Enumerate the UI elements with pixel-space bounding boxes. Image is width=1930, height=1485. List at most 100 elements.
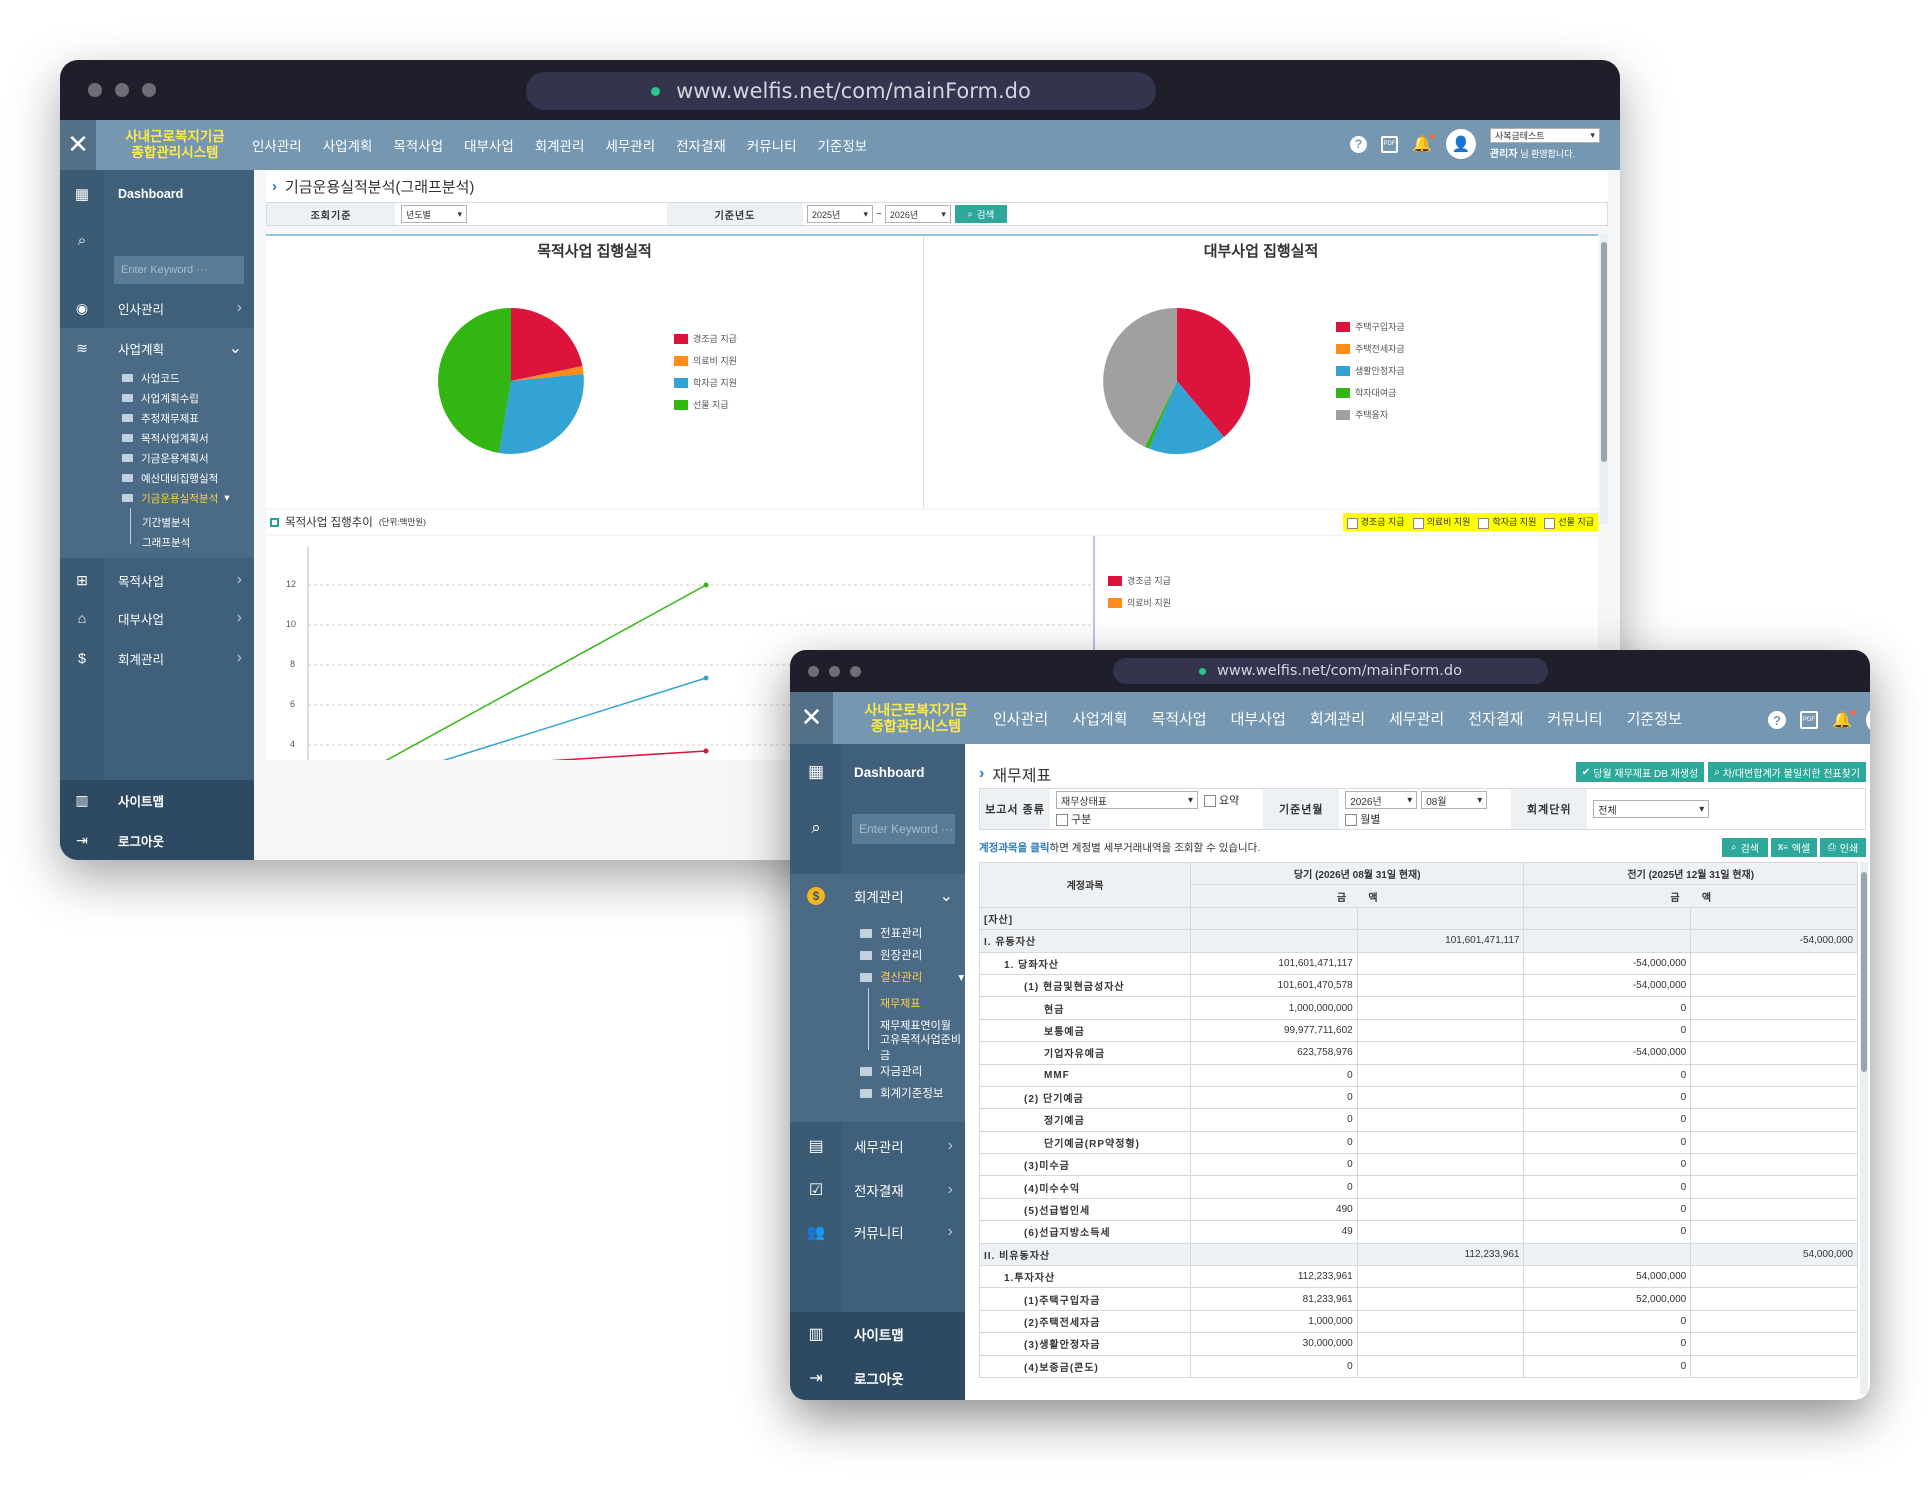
legend-item[interactable]: 의료비 지원 (674, 354, 737, 367)
table-row[interactable]: 보통예금 99,977,711,602 0 (979, 1018, 1858, 1043)
sidebar-sub-item[interactable]: 추정재무제표 (122, 408, 199, 428)
account-cell[interactable]: I. 유동자산 (979, 929, 1192, 953)
sidebar-sub-item[interactable]: 사업코드 (122, 368, 180, 388)
account-cell[interactable]: 1. 당좌자산 (979, 951, 1192, 975)
legend-item[interactable]: 경조금 지급 (674, 332, 737, 345)
table-row[interactable]: (3)생활안정자금 30,000,000 0 (979, 1332, 1858, 1356)
table-row[interactable]: (1) 현금및현금성자산 101,601,470,578 -54,000,000 (979, 973, 1858, 998)
account-cell[interactable]: MMF (979, 1063, 1192, 1087)
print-button[interactable]: ⎙ 인쇄 (1820, 838, 1866, 857)
menu-item[interactable]: 사업계획 (1072, 710, 1128, 728)
sidebar-sub-item-active[interactable]: 결산관리 ▾ (860, 966, 964, 988)
sidebar-item-approval[interactable]: ☑ 전자결재 › (790, 1168, 965, 1212)
table-row[interactable]: MMF 0 0 (979, 1063, 1858, 1087)
table-row[interactable]: (2) 단기예금 0 0 (979, 1085, 1858, 1110)
menu-item[interactable]: 기준정보 (1626, 710, 1682, 728)
table-row[interactable]: [자산] (979, 906, 1858, 931)
series-toggle[interactable]: 학자금 지원 (1478, 515, 1536, 529)
account-cell[interactable]: (1)주택구입자금 (979, 1287, 1192, 1311)
menu-item[interactable]: 커뮤니티 (1547, 710, 1603, 728)
table-row[interactable]: 기업자유예금 623,758,976 -54,000,000 (979, 1041, 1858, 1065)
sidebar-sub-item[interactable]: 자금관리 (860, 1060, 922, 1082)
sidebar-subsub-item[interactable]: 재무제표연이월 (880, 1014, 951, 1036)
find-mismatch-button[interactable]: ⌕ 차/대변합계가 불일치한 전표찾기 (1708, 762, 1866, 782)
table-row[interactable]: 정기예금 0 0 (979, 1108, 1858, 1132)
sitemap-link[interactable]: ▥ 사이트맵 (790, 1312, 965, 1356)
bell-icon[interactable]: 🔔 (1412, 134, 1435, 154)
to-year-select[interactable]: 2026년 ▾ (884, 205, 951, 223)
monthly-checkbox[interactable]: 월별 (1345, 811, 1487, 827)
help-icon[interactable]: ? (1350, 135, 1367, 153)
menu-item[interactable]: 대부사업 (1230, 710, 1286, 728)
avatar[interactable]: 👤 (1445, 129, 1476, 159)
regenerate-db-button[interactable]: ✔ 당월 재무제표 DB 재생성 (1575, 762, 1705, 782)
pdf-icon[interactable]: PDF (1800, 711, 1818, 729)
sitemap-link[interactable]: ▥ 사이트맵 (60, 780, 254, 820)
account-cell[interactable]: [자산] (979, 906, 1192, 931)
account-cell[interactable]: (5)선급법인세 (979, 1197, 1192, 1222)
year-select[interactable]: 2026년 ▾ (1345, 791, 1418, 809)
avatar[interactable]: 👤 (1865, 706, 1870, 734)
account-cell[interactable]: 단기예금(RP약정형) (979, 1130, 1192, 1155)
menu-item[interactable]: 목적사업 (393, 139, 444, 154)
menu-item[interactable]: 세무관리 (605, 139, 656, 154)
logout-link[interactable]: ⇥ 로그아웃 (60, 820, 254, 860)
table-row[interactable]: 현금 1,000,000,000 0 (979, 996, 1858, 1020)
legend-item[interactable]: 학자금 지원 (674, 376, 737, 389)
account-cell[interactable]: (3)생활안정자금 (979, 1332, 1192, 1356)
series-toggle[interactable]: 의료비 지원 (1412, 515, 1470, 529)
app-logo[interactable]: 사내근로복지기금 종합관리시스템 (851, 702, 981, 734)
account-cell[interactable]: 정기예금 (979, 1108, 1192, 1132)
menu-item[interactable]: 인사관리 (252, 139, 302, 154)
account-cell[interactable]: 기업자유예금 (979, 1041, 1192, 1065)
sidebar-item-hr[interactable]: ◉ 인사관리 › (60, 288, 254, 328)
menu-item[interactable]: 전자결재 (676, 139, 726, 154)
sidebar-search-input[interactable]: Enter Keyword ··· (852, 814, 955, 844)
sidebar-sub-item[interactable]: 목적사업계획서 (122, 428, 209, 448)
table-row[interactable]: (6)선급지방소득세 49 0 (979, 1220, 1858, 1244)
table-row[interactable]: (1)주택구입자금 81,233,961 52,000,000 (979, 1287, 1858, 1311)
account-cell[interactable]: (4)보증금(콘도) (979, 1354, 1192, 1378)
sidebar-dashboard[interactable]: ▦ Dashboard (60, 170, 254, 218)
sidebar-sub-item[interactable]: 기금운용계획서 (122, 448, 209, 468)
table-row[interactable]: (4)보증금(콘도) 0 0 (979, 1354, 1858, 1378)
account-cell[interactable]: (4)미수수익 (979, 1175, 1192, 1199)
menu-item[interactable]: 회계관리 (1309, 710, 1366, 728)
sidebar-sub-item[interactable]: 예산대비집행실적 (122, 468, 218, 488)
search-button[interactable]: ⌕ 검색 (1722, 838, 1768, 857)
window-controls[interactable] (808, 666, 861, 677)
sidebar-subsub-item-active[interactable]: 재무제표 (880, 992, 920, 1014)
month-select[interactable]: 08월 ▾ (1421, 791, 1488, 809)
sidebar-sub-item[interactable]: 회계기준정보 (860, 1082, 943, 1104)
sidebar-item-plan[interactable]: ≋ 사업계획 ⌄ (60, 328, 254, 368)
legend-item[interactable]: 의료비 지원 (1108, 596, 1171, 609)
close-menu-icon[interactable]: ✕ (60, 120, 96, 170)
scrollbar[interactable] (1600, 234, 1608, 524)
sidebar-sub-item[interactable]: 원장관리 (860, 944, 922, 966)
legend-item[interactable]: 주택융자 (1336, 408, 1405, 421)
summary-checkbox[interactable]: 요약 (1204, 792, 1239, 808)
table-row[interactable]: (2)주택전세자금 1,000,000 0 (979, 1309, 1858, 1334)
legend-item[interactable]: 생활안정자금 (1336, 364, 1405, 377)
menu-item[interactable]: 대부사업 (464, 139, 514, 154)
scrollbar[interactable] (1860, 862, 1868, 1394)
sidebar-item-tax[interactable]: ▤ 세무관리 › (790, 1124, 965, 1168)
account-cell[interactable]: 1.투자자산 (979, 1265, 1192, 1289)
menu-item[interactable]: 전자결재 (1468, 710, 1524, 728)
table-row[interactable]: 단기예금(RP약정형) 0 0 (979, 1130, 1858, 1155)
report-type-select[interactable]: 재무상태표 ▾ (1056, 791, 1198, 809)
sidebar-item-loan[interactable]: ⌂ 대부사업 › (60, 598, 254, 638)
sidebar-dashboard[interactable]: ▦ Dashboard (790, 744, 965, 800)
sidebar-sub-item-active[interactable]: 기금운용실적분석 ▾ (122, 488, 230, 508)
legend-item[interactable]: 주택구입자금 (1336, 320, 1405, 333)
sidebar-subsub-item[interactable]: 기간별분석 (142, 512, 190, 532)
table-row[interactable]: 1. 당좌자산 101,601,471,117 -54,000,000 (979, 951, 1858, 975)
sidebar-search-input[interactable]: Enter Keyword ··· (114, 256, 244, 284)
menu-item[interactable]: 커뮤니티 (746, 139, 797, 154)
account-cell[interactable]: 현금 (979, 996, 1192, 1020)
series-toggle[interactable]: 경조금 지급 (1346, 515, 1405, 529)
search-icon[interactable]: ⌕ (811, 818, 821, 837)
table-row[interactable]: (4)미수수익 0 0 (979, 1175, 1858, 1199)
from-year-select[interactable]: 2025년 ▾ (807, 205, 873, 223)
legend-item[interactable]: 주택전세자금 (1336, 342, 1405, 355)
